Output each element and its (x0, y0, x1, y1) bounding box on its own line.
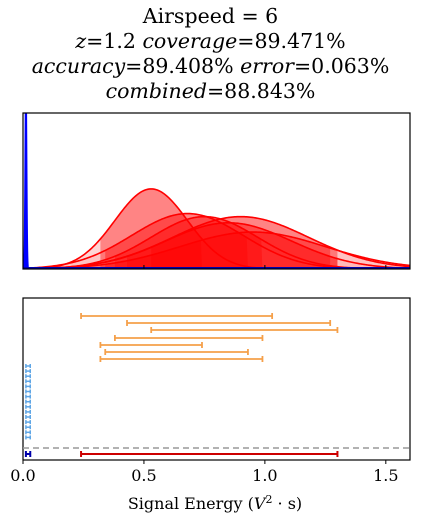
red-density-fill-6 (23, 232, 410, 269)
blue-interval-13 (25, 425, 32, 430)
blue-interval-4 (25, 379, 32, 384)
blue-interval-1 (25, 364, 32, 368)
orange-interval-4 (114, 335, 264, 341)
blue-interval-6 (25, 389, 32, 394)
aggregate-blue-interval (24, 451, 32, 457)
blue-interval-5 (25, 384, 32, 389)
x-tick-label-3: 1.0 (252, 466, 277, 485)
red-interval-fill-4 (127, 216, 331, 269)
x-tick-label-2: 0.5 (131, 466, 156, 485)
chart-title: Airspeed = 6 z=1.2 coverage=89.471% accu… (0, 4, 421, 104)
combined-label: combined (105, 79, 207, 103)
orange-interval-7 (99, 356, 264, 362)
red-interval-fill-2 (105, 213, 248, 269)
orange-interval-2 (126, 320, 332, 326)
blue-density-spike (23, 113, 33, 269)
error-value: =0.063% (293, 54, 390, 78)
blue-interval-7 (25, 394, 32, 399)
title-line-1: Airspeed = 6 (142, 4, 279, 28)
red-interval-fill-1 (100, 188, 202, 269)
red-density-line-6 (23, 231, 410, 269)
blue-interval-8 (25, 399, 32, 404)
orange-interval-6 (104, 349, 249, 355)
blue-interval-15 (25, 435, 32, 440)
density-curves (23, 113, 410, 269)
blue-interval-2 (25, 369, 32, 374)
blue-interval-10 (25, 409, 32, 414)
z-label: z (75, 29, 87, 53)
red-interval-fill-6 (81, 232, 338, 269)
coverage-value: =89.471% (237, 29, 346, 53)
x-axis-label: Signal Energy (V2 · s) (128, 493, 302, 513)
orange-interval-1 (80, 313, 274, 319)
title-line-3: accuracy=89.408% error=0.063% (0, 54, 421, 79)
accuracy-value: =89.408% (125, 54, 234, 78)
x-tick-label-1: 0.0 (10, 466, 35, 485)
orange-interval-3 (150, 327, 339, 333)
z-value: =1.2 (86, 29, 136, 53)
interval-panel: 0.0 0.5 1.0 1.5 (10, 297, 411, 485)
density-panel (22, 112, 411, 270)
error-label: error (240, 54, 294, 78)
combined-value: =88.843% (207, 79, 316, 103)
red-density-line-5 (23, 221, 410, 269)
interval-frame (22, 297, 411, 461)
red-density-line-1 (23, 188, 410, 269)
title-line-4: combined=88.843% (0, 79, 421, 104)
density-frame (22, 112, 411, 270)
red-interval-fill-3 (114, 216, 263, 269)
blue-interval-14 (25, 430, 32, 435)
orange-interval-5 (99, 342, 203, 348)
aggregate-red-interval (80, 451, 339, 457)
blue-interval-3 (25, 374, 32, 379)
blue-interval-9 (25, 404, 32, 409)
blue-interval-11 (25, 415, 32, 419)
blue-interval-12 (25, 420, 32, 425)
accuracy-label: accuracy (31, 54, 126, 78)
title-line-2: z=1.2 coverage=89.471% (0, 29, 421, 54)
coverage-label: coverage (142, 29, 238, 53)
x-tick-label-4: 1.5 (373, 466, 398, 485)
